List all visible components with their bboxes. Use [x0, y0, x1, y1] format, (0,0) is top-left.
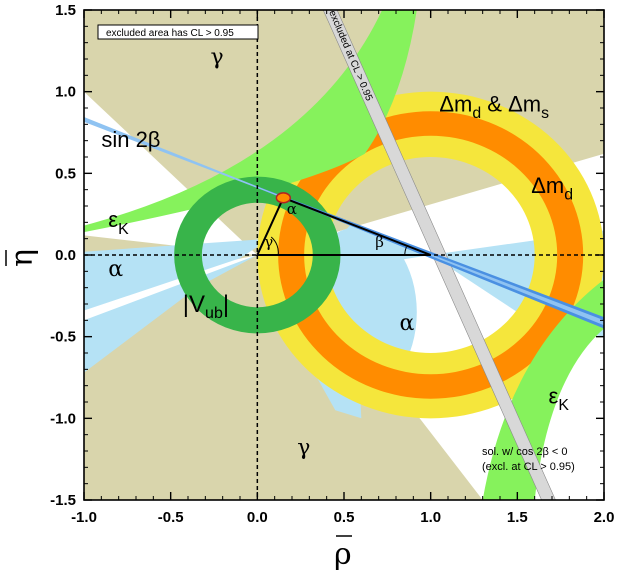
- label-epsk-right: εK: [549, 384, 570, 415]
- note-line-2: (excl. at CL > 0.95): [482, 461, 575, 473]
- y-tick-label: 0.5: [55, 165, 76, 182]
- beta-angle-arc: [404, 246, 407, 256]
- label-vub: |Vub|: [183, 291, 229, 322]
- label-gamma-top: γ: [211, 45, 224, 70]
- x-tick-label: 2.0: [594, 509, 615, 526]
- label-alpha-mid: α: [399, 311, 414, 336]
- label-gamma-apex: γ: [264, 233, 273, 251]
- y-tick-label: 1.5: [55, 2, 76, 19]
- x-tick-label: 0.5: [334, 509, 355, 526]
- label-beta: β: [375, 233, 384, 251]
- epsk-band-lower: [482, 279, 604, 500]
- gamma-angle-arc: [270, 236, 279, 256]
- x-tick-label: 0.0: [247, 509, 268, 526]
- y-tick-label: -1.5: [50, 492, 76, 509]
- label-dmd-dms: Δmd & Δms: [439, 91, 549, 122]
- alpha-region-lower-left: [84, 255, 258, 373]
- label-alpha-apex: α: [287, 200, 297, 218]
- y-axis-title: η: [5, 249, 40, 267]
- dmd-ring: [257, 91, 604, 419]
- svg-text:η: η: [5, 249, 40, 267]
- legend-box-text: excluded area has CL > 0.95: [106, 28, 234, 39]
- x-axis-title: ρ: [334, 535, 352, 572]
- note-line-1: sol. w/ cos 2β < 0: [482, 446, 568, 458]
- y-tick-label: -1.0: [50, 410, 76, 427]
- label-dmd: Δmd: [531, 173, 573, 204]
- label-alpha-left: α: [108, 257, 123, 282]
- x-tick-label: -0.5: [158, 509, 184, 526]
- vub-ring: [174, 176, 341, 334]
- x-tick-label: 1.5: [507, 509, 528, 526]
- excluded-strip: [322, 10, 556, 500]
- alpha-region-left: [84, 238, 270, 311]
- legend-box: [97, 24, 259, 40]
- label-gamma-bottom: γ: [297, 435, 310, 460]
- label-sin2beta: sin 2β: [101, 127, 160, 152]
- y-tick-label: -0.5: [50, 329, 76, 346]
- x-tick-label: -1.0: [71, 509, 97, 526]
- y-tick-label: 0.0: [55, 247, 76, 264]
- label-epsk-left: εK: [108, 207, 129, 238]
- unitarity-triangle: [255, 196, 432, 256]
- svg-text:ρ: ρ: [334, 537, 352, 572]
- y-tick-label: 1.0: [55, 84, 76, 101]
- apex-region: [275, 192, 292, 204]
- gamma-region-bottom: [84, 255, 483, 500]
- x-tick-label: 1.0: [420, 509, 441, 526]
